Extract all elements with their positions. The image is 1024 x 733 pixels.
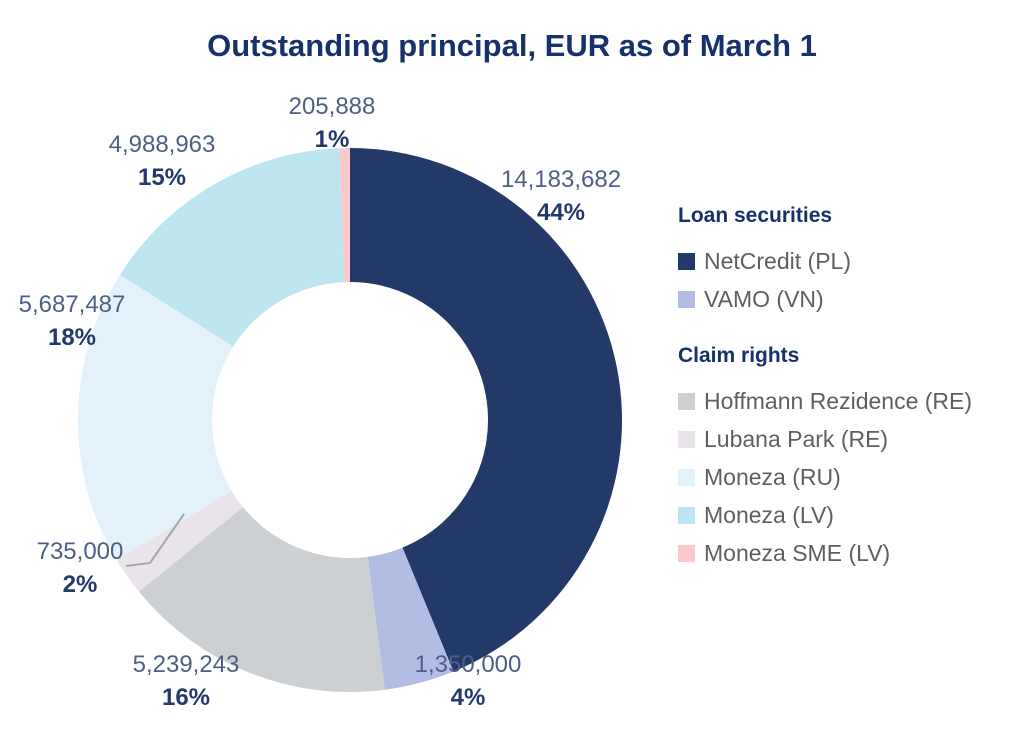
pie-slice-moneza-lv [119,148,345,347]
legend-item-lubana-park: Lubana Park (RE) [678,420,1008,458]
legend-swatch [678,430,695,448]
slice-value: 5,239,243 [132,651,240,678]
pie-slice-moneza-sme-lv [339,148,350,283]
slice-value: 5,687,487 [18,291,126,318]
pie-slice-netcredit-pl [350,148,623,672]
legend-item-netcredit: NetCredit (PL) [678,242,1008,280]
slice-label-vamo: 1,350,000 4% [383,648,553,714]
legend-label: VAMO (VN) [704,285,824,312]
slice-label-moneza-sme: 205,888 1% [247,90,417,156]
slice-label-lubana: 735,000 2% [0,535,165,601]
legend-swatch [678,544,695,562]
slice-label-moneza-lv: 4,988,963 15% [77,128,247,194]
legend-label: Moneza (RU) [704,463,841,490]
legend-label: Moneza SME (LV) [704,539,891,566]
legend-swatch [678,468,695,486]
slice-percent: 16% [161,684,211,711]
legend-swatch [678,252,695,270]
legend-item-moneza-sme: Moneza SME (LV) [678,534,1008,572]
legend-label: Moneza (LV) [704,501,834,528]
legend-section-claim-rights: Claim rights Hoffmann Rezidence (RE) Lub… [678,344,1008,572]
legend-heading: Claim rights [678,344,800,367]
pie-slice-vamo-vn [367,547,454,690]
slice-percent: 2% [62,571,98,598]
slice-percent: 44% [536,199,586,226]
legend-section-loan-securities: Loan securities NetCredit (PL) VAMO (VN) [678,204,1008,318]
slice-value: 735,000 [36,538,124,565]
slice-percent: 15% [137,164,187,191]
legend-label: Hoffmann Rezidence (RE) [704,387,973,414]
legend-item-hoffmann-rezidence: Hoffmann Rezidence (RE) [678,382,1008,420]
legend-item-moneza-lv: Moneza (LV) [678,496,1008,534]
legend-item-vamo: VAMO (VN) [678,280,1008,318]
slice-value: 14,183,682 [500,166,622,193]
legend: Loan securities NetCredit (PL) VAMO (VN)… [678,204,1008,598]
slice-label-hoffmann: 5,239,243 16% [101,648,271,714]
legend-swatch [678,392,695,410]
pie-slice-moneza-ru [77,274,234,560]
legend-swatch [678,290,695,308]
leader-line-lubana-park [125,513,185,567]
slice-label-netcredit: 14,183,682 44% [476,163,646,229]
slice-value: 4,988,963 [108,131,216,158]
slice-value: 1,350,000 [414,651,522,678]
slice-percent: 4% [450,684,486,711]
legend-label: NetCredit (PL) [704,247,851,274]
slice-percent: 18% [47,324,97,351]
slice-label-moneza-ru: 5,687,487 18% [0,288,157,354]
pie-slice-hoffmann-rezidence-re [138,507,385,692]
legend-item-moneza-ru: Moneza (RU) [678,458,1008,496]
slice-value: 205,888 [288,93,376,120]
legend-swatch [678,506,695,524]
donut-slices [77,148,623,692]
legend-label: Lubana Park (RE) [704,425,889,452]
chart-title: Outstanding principal, EUR as of March 1 [207,28,817,63]
slice-percent: 1% [314,126,350,153]
legend-heading: Loan securities [678,204,833,227]
pie-slice-lubana-park-re [116,490,243,592]
